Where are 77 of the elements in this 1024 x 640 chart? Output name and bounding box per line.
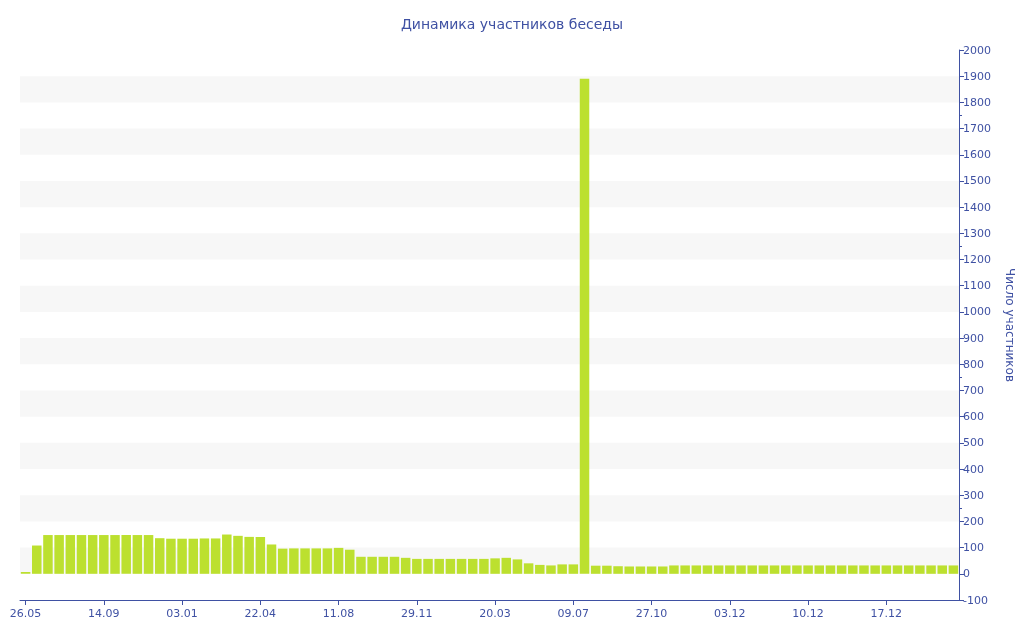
y-tick-label: 500: [963, 436, 984, 450]
bar: [903, 565, 914, 574]
y-tick-label: 1300: [963, 226, 991, 240]
y-tick-label: 900: [963, 331, 984, 345]
y-tick-label: 200: [963, 514, 984, 528]
bar: [277, 548, 288, 574]
bar: [445, 558, 456, 574]
bar: [378, 556, 389, 574]
bar: [389, 556, 400, 574]
x-tick-label: 20.03: [479, 607, 511, 620]
y-tick-label: 0: [963, 567, 970, 581]
x-tick-label: 14.09: [88, 607, 120, 620]
bar: [501, 557, 512, 574]
x-tick-label: 03.01: [166, 607, 198, 620]
bar: [769, 565, 780, 574]
bar: [266, 544, 277, 574]
bar: [333, 547, 344, 574]
bar: [590, 565, 601, 574]
y-tick-label: 600: [963, 410, 984, 424]
x-tick-label: 03.12: [714, 607, 746, 620]
bar: [579, 78, 590, 574]
bar: [322, 548, 333, 574]
y-tick-label: 100: [963, 541, 984, 555]
bar: [825, 565, 836, 574]
bar: [154, 538, 165, 574]
bar: [780, 565, 791, 574]
y-tick-label: 1100: [963, 279, 991, 293]
y-axis-title: Число участников: [1003, 268, 1017, 382]
y-tick-label: 1700: [963, 122, 991, 136]
x-tick-label: 27.10: [635, 607, 668, 620]
bar: [691, 565, 702, 574]
bar: [523, 563, 534, 574]
x-tick-label: 29.11: [401, 607, 433, 620]
bar: [758, 565, 769, 574]
bar: [456, 558, 467, 574]
bar: [814, 565, 825, 574]
x-tick-label: 10.12: [792, 607, 824, 620]
y-tick-label: 1200: [963, 253, 991, 267]
bar: [188, 538, 199, 574]
y-tick-label: 1800: [963, 95, 991, 109]
y-tick-label: 1600: [963, 148, 991, 162]
y-tick-label: 700: [963, 383, 984, 397]
y-tick-label: 1000: [963, 305, 991, 319]
x-tick-label: 17.12: [870, 607, 903, 620]
bar: [255, 536, 266, 574]
bar: [467, 558, 478, 574]
bar: [702, 565, 713, 574]
y-tick-label: 400: [963, 462, 984, 476]
bar: [199, 538, 210, 574]
bar: [713, 565, 724, 574]
y-tick-label: 2000: [963, 43, 991, 57]
bar: [881, 565, 892, 574]
bar: [892, 565, 903, 574]
bar: [512, 559, 523, 574]
bar: [635, 566, 646, 574]
bar: [65, 535, 76, 574]
y-tick-label: 300: [963, 488, 984, 502]
bar: [143, 535, 154, 574]
x-tick-label: 09.07: [557, 607, 590, 620]
y-tick-label: 800: [963, 357, 984, 371]
x-tick-label: 11.08: [322, 607, 355, 620]
bar: [568, 564, 579, 574]
bar: [87, 535, 98, 574]
y-tick-label: 1900: [963, 69, 991, 83]
bar: [836, 565, 847, 574]
y-tick-label: -100: [963, 593, 988, 607]
y-tick-label: 1500: [963, 174, 991, 188]
bar: [132, 535, 143, 574]
bar: [76, 535, 87, 574]
y-tick-label: 1400: [963, 200, 991, 214]
x-tick-label: 26.05: [9, 607, 42, 620]
bar: [210, 538, 221, 574]
bar: [400, 557, 411, 574]
bar: [646, 566, 657, 574]
chart-title: Динамика участников беседы: [400, 16, 624, 32]
bar: [948, 565, 959, 574]
x-tick-label: 22.04: [244, 607, 277, 620]
